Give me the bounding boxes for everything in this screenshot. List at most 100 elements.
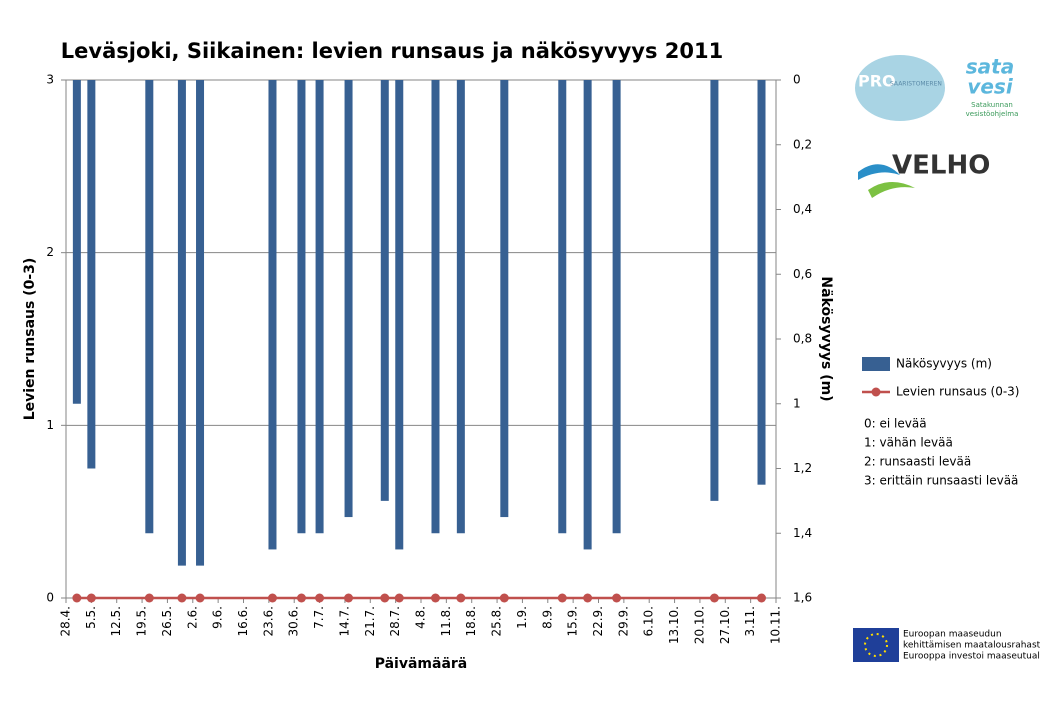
bar <box>456 80 465 534</box>
x-tick-label: 8.9. <box>540 606 554 629</box>
x-tick-label: 30.6. <box>287 606 301 637</box>
logo-text: kehittämisen maatalousrahasto: <box>903 641 1040 651</box>
x-tick-label: 5.5. <box>84 606 98 629</box>
y2-tick-label: 0,8 <box>793 332 812 346</box>
bar <box>268 80 277 550</box>
y2-tick-label: 0,2 <box>793 137 812 151</box>
bar <box>558 80 567 534</box>
logo-velho: VELHO <box>858 151 990 198</box>
bar <box>583 80 592 550</box>
bar <box>500 80 509 518</box>
point <box>72 593 82 603</box>
legend-swatch <box>871 387 881 397</box>
x-tick-label: 12.5. <box>109 606 123 637</box>
y-tick-label: 0 <box>46 591 54 605</box>
x-tick-label: 10.11. <box>769 606 783 644</box>
legend-note: 0: ei levää <box>864 417 927 431</box>
x-tick-label: 28.7. <box>388 606 402 637</box>
point <box>612 593 622 603</box>
x-axis-label: Päivämäärä <box>375 656 468 672</box>
legend-note: 2: runsaasti levää <box>864 455 971 469</box>
point <box>430 593 440 603</box>
x-tick-label: 20.10. <box>692 606 706 644</box>
legend-label: Levien runsaus (0-3) <box>896 385 1019 399</box>
x-tick-label: 23.6. <box>261 606 275 637</box>
logo-text: vesi <box>967 75 1014 99</box>
point <box>315 593 325 603</box>
bar <box>380 80 389 501</box>
logo-eu: Euroopan maaseudun kehittämisen maatalou… <box>853 628 1040 662</box>
x-tick-label: 15.9. <box>566 606 580 637</box>
point <box>499 593 509 603</box>
bar <box>72 80 81 404</box>
legend-swatch <box>862 357 890 371</box>
bar <box>87 80 96 469</box>
logo-text: Satakunnan <box>971 101 1013 109</box>
point <box>86 593 96 603</box>
x-tick-label: 16.6. <box>236 606 250 637</box>
x-tick-label: 9.6. <box>211 606 225 629</box>
point <box>557 593 567 603</box>
logo-text: sata <box>966 55 1014 79</box>
x-tick-label: 13.10. <box>667 606 681 644</box>
logo-text: vesistöohjelma <box>966 110 1019 118</box>
y2-tick-label: 1 <box>793 396 801 410</box>
chart-title: Leväsjoki, Siikainen: levien runsaus ja … <box>61 39 723 63</box>
y-tick-label: 3 <box>46 73 54 87</box>
logo-text: SAARISTOMEREN <box>890 81 942 88</box>
x-tick-label: 28.4. <box>59 606 73 637</box>
x-tick-label: 21.7. <box>363 606 377 637</box>
x-tick-label: 18.8. <box>464 606 478 637</box>
bar <box>297 80 306 534</box>
point <box>296 593 306 603</box>
logo-satavesi: sata vesi Satakunnan vesistöohjelma <box>966 55 1019 119</box>
x-tick-label: 7.7. <box>312 606 326 629</box>
x-tick-label: 25.8. <box>490 606 504 637</box>
y2-axis-label: Näkösyvyys (m) <box>818 276 834 401</box>
y-axis-label: Levien runsaus (0-3) <box>22 258 38 421</box>
x-tick-label: 29.9. <box>616 606 630 637</box>
point <box>456 593 466 603</box>
point <box>144 593 154 603</box>
point <box>195 593 205 603</box>
point <box>583 593 593 603</box>
bar <box>395 80 404 550</box>
point <box>394 593 404 603</box>
x-tick-label: 11.8. <box>439 606 453 637</box>
point <box>177 593 187 603</box>
logo-pro: PRO SAARISTOMEREN <box>855 55 945 121</box>
x-tick-label: 6.10. <box>642 606 656 637</box>
x-tick-label: 27.10. <box>718 606 732 644</box>
x-tick-label: 1.9. <box>515 606 529 629</box>
bar <box>177 80 186 566</box>
x-tick-label: 19.5. <box>135 606 149 637</box>
y2-tick-label: 0 <box>793 73 801 87</box>
bar <box>196 80 205 566</box>
logo-text: PRO <box>858 72 896 91</box>
bar <box>315 80 324 534</box>
y2-tick-label: 0,6 <box>793 267 812 281</box>
y-tick-label: 2 <box>46 245 54 259</box>
y2-tick-label: 1,2 <box>793 461 812 475</box>
bar <box>431 80 440 534</box>
legend-note: 3: erittäin runsaasti levää <box>864 474 1018 488</box>
x-tick-label: 3.11. <box>743 606 757 637</box>
point <box>757 593 767 603</box>
x-tick-label: 26.5. <box>160 606 174 637</box>
logo-text: VELHO <box>892 151 990 181</box>
legend-note: 1: vähän levää <box>864 436 953 450</box>
bar <box>612 80 621 534</box>
logo-text: Eurooppa investoi maaseutualueisiin <box>903 652 1040 662</box>
x-tick-label: 22.9. <box>591 606 605 637</box>
bar <box>344 80 353 518</box>
x-tick-label: 2.6. <box>185 606 199 629</box>
y2-tick-label: 1,6 <box>793 591 812 605</box>
point <box>380 593 390 603</box>
legend-label: Näkösyvyys (m) <box>896 357 992 371</box>
bar <box>710 80 719 501</box>
y-tick-label: 1 <box>46 418 54 432</box>
x-tick-label: 14.7. <box>337 606 351 637</box>
point <box>344 593 354 603</box>
point <box>709 593 719 603</box>
